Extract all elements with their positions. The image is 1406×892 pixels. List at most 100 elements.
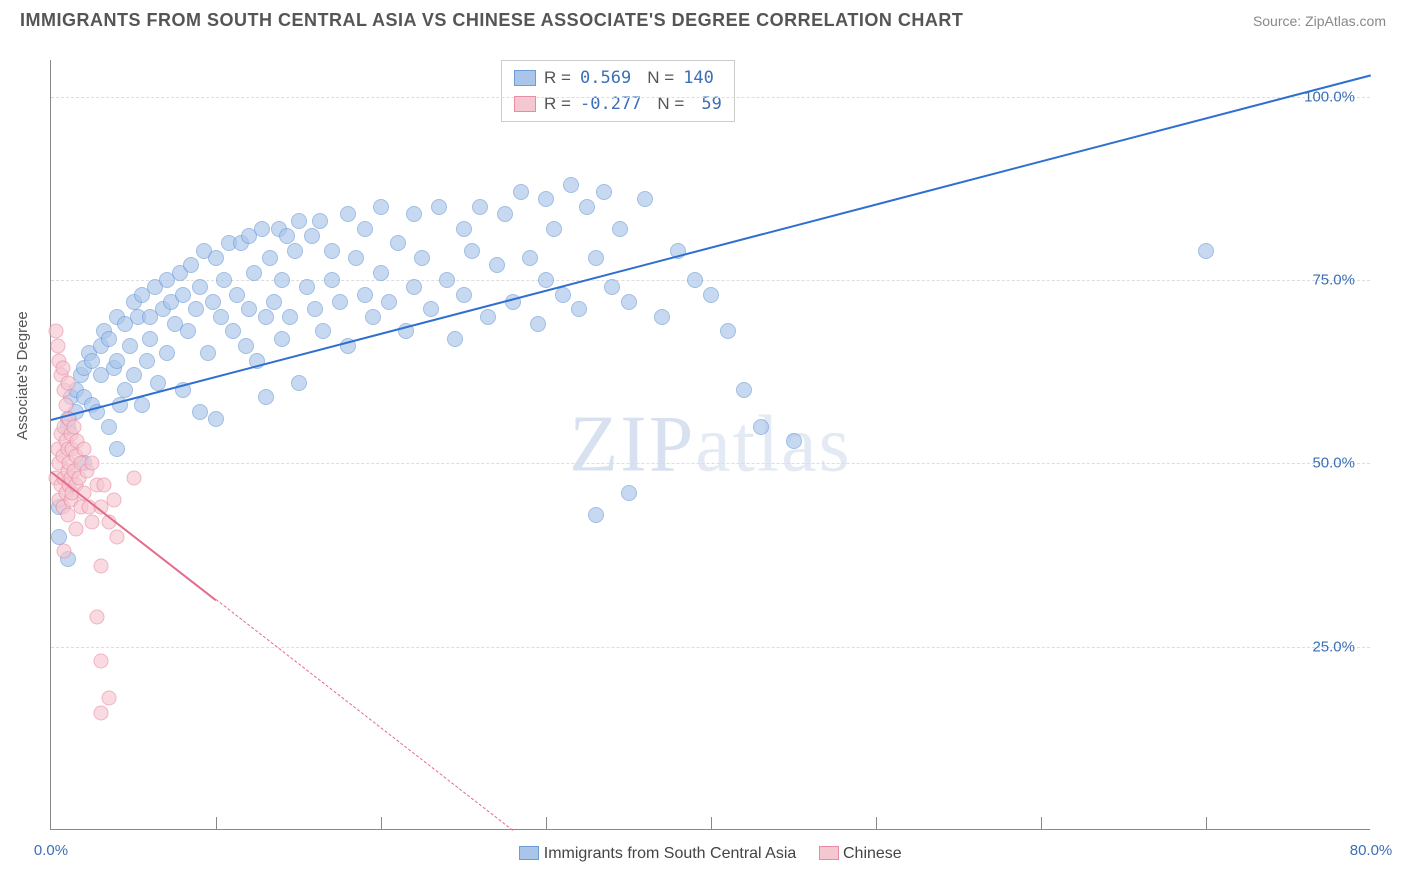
tick-v xyxy=(216,817,217,829)
n-value-blue: 140 xyxy=(683,65,714,91)
chart-title: IMMIGRANTS FROM SOUTH CENTRAL ASIA VS CH… xyxy=(20,10,963,31)
tick-v xyxy=(381,817,382,829)
legend-label-blue: Immigrants from South Central Asia xyxy=(544,845,797,862)
legend-swatch-pink xyxy=(514,96,536,112)
watermark: ZIPatlas xyxy=(569,399,852,490)
data-point-blue xyxy=(340,206,356,222)
data-point-blue xyxy=(522,250,538,266)
data-point-pink xyxy=(50,339,65,354)
data-point-pink xyxy=(67,419,82,434)
data-point-pink xyxy=(57,544,72,559)
data-point-pink xyxy=(93,559,108,574)
data-point-blue xyxy=(357,287,373,303)
data-point-blue xyxy=(117,382,133,398)
data-point-blue xyxy=(373,199,389,215)
gridline-h xyxy=(51,97,1370,98)
data-point-pink xyxy=(126,471,141,486)
data-point-blue xyxy=(621,294,637,310)
data-point-blue xyxy=(720,323,736,339)
data-point-pink xyxy=(93,705,108,720)
data-point-blue xyxy=(456,287,472,303)
data-point-pink xyxy=(55,361,70,376)
data-point-blue xyxy=(241,301,257,317)
data-point-blue xyxy=(555,287,571,303)
n-label: N = xyxy=(657,91,685,117)
data-point-blue xyxy=(258,309,274,325)
data-point-blue xyxy=(101,331,117,347)
r-label: R = xyxy=(544,65,572,91)
data-point-blue xyxy=(546,221,562,237)
gridline-h xyxy=(51,463,1370,464)
data-point-blue xyxy=(246,265,262,281)
data-point-blue xyxy=(571,301,587,317)
data-point-blue xyxy=(786,433,802,449)
data-point-pink xyxy=(58,397,73,412)
n-value-pink: 59 xyxy=(701,91,721,117)
data-point-blue xyxy=(332,294,348,310)
data-point-blue xyxy=(464,243,480,259)
data-point-blue xyxy=(381,294,397,310)
data-point-blue xyxy=(365,309,381,325)
data-point-blue xyxy=(431,199,447,215)
data-point-blue xyxy=(480,309,496,325)
legend-swatch-blue xyxy=(519,846,539,860)
legend-swatch-pink xyxy=(819,846,839,860)
legend-row-blue: R = 0.569 N = 140 xyxy=(514,65,722,91)
data-point-blue xyxy=(307,301,323,317)
tick-v xyxy=(1041,817,1042,829)
data-point-blue xyxy=(291,213,307,229)
data-point-pink xyxy=(85,456,100,471)
data-point-blue xyxy=(687,272,703,288)
data-point-blue xyxy=(134,397,150,413)
data-point-blue xyxy=(596,184,612,200)
data-point-blue xyxy=(200,345,216,361)
y-tick-label: 25.0% xyxy=(1312,638,1355,655)
data-point-blue xyxy=(291,375,307,391)
data-point-blue xyxy=(192,279,208,295)
data-point-pink xyxy=(90,610,105,625)
data-point-blue xyxy=(637,191,653,207)
data-point-pink xyxy=(60,375,75,390)
data-point-blue xyxy=(621,485,637,501)
data-point-blue xyxy=(192,404,208,420)
tick-v xyxy=(1206,817,1207,829)
data-point-blue xyxy=(530,316,546,332)
data-point-blue xyxy=(538,191,554,207)
data-point-blue xyxy=(229,287,245,303)
data-point-blue xyxy=(258,389,274,405)
data-point-blue xyxy=(753,419,769,435)
data-point-blue xyxy=(1198,243,1214,259)
data-point-blue xyxy=(439,272,455,288)
data-point-blue xyxy=(262,250,278,266)
data-point-blue xyxy=(287,243,303,259)
data-point-blue xyxy=(357,221,373,237)
data-point-pink xyxy=(77,441,92,456)
data-point-blue xyxy=(588,507,604,523)
trend-line xyxy=(216,599,514,831)
data-point-blue xyxy=(588,250,604,266)
n-label: N = xyxy=(647,65,675,91)
data-point-blue xyxy=(324,243,340,259)
data-point-blue xyxy=(216,272,232,288)
data-point-blue xyxy=(373,265,389,281)
data-point-blue xyxy=(324,272,340,288)
legend-label-pink: Chinese xyxy=(843,845,902,862)
data-point-blue xyxy=(109,353,125,369)
data-point-blue xyxy=(84,353,100,369)
data-point-blue xyxy=(101,419,117,435)
series-legend: Immigrants from South Central Asia Chine… xyxy=(51,845,1370,863)
gridline-h xyxy=(51,280,1370,281)
data-point-blue xyxy=(51,529,67,545)
data-point-blue xyxy=(299,279,315,295)
data-point-blue xyxy=(513,184,529,200)
data-point-blue xyxy=(304,228,320,244)
r-value-blue: 0.569 xyxy=(580,65,631,91)
data-point-blue xyxy=(225,323,241,339)
tick-v xyxy=(711,817,712,829)
x-tick-label: 80.0% xyxy=(1350,842,1393,859)
data-point-blue xyxy=(109,441,125,457)
data-point-blue xyxy=(472,199,488,215)
data-point-blue xyxy=(612,221,628,237)
data-point-pink xyxy=(101,691,116,706)
r-label: R = xyxy=(544,91,572,117)
